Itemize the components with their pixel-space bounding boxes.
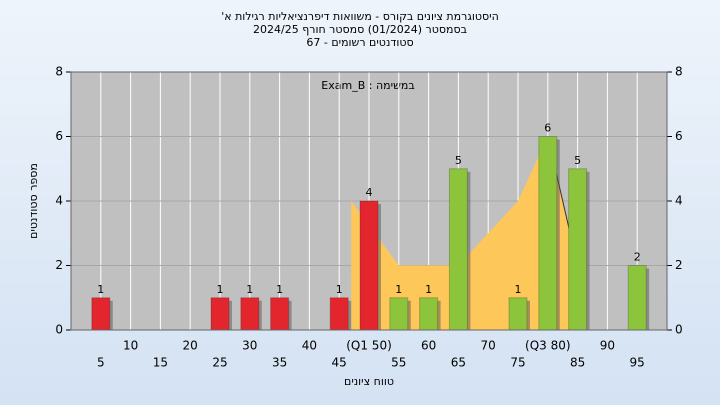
bar <box>448 168 468 331</box>
x-tick-label: 10 <box>123 339 138 353</box>
bar <box>389 297 409 331</box>
y-tick-label: 2 <box>55 258 63 272</box>
bar <box>240 297 260 331</box>
bar <box>538 136 558 331</box>
x-tick-label: (Q1 50) <box>346 339 392 353</box>
bar <box>359 200 379 331</box>
x-tick-label: 85 <box>570 356 585 370</box>
x-tick-label: 60 <box>421 339 436 353</box>
value-label: 4 <box>366 186 373 199</box>
x-tick-label: 45 <box>332 356 347 370</box>
x-tick-label: 35 <box>272 356 287 370</box>
chart-title: היסטוגרמת ציונים בקורס - משוואות דיפרנצי… <box>221 10 499 23</box>
bar <box>568 168 588 331</box>
x-tick-label: 30 <box>242 339 257 353</box>
x-tick-label: 25 <box>212 356 227 370</box>
x-tick-label: 65 <box>451 356 466 370</box>
value-label: 1 <box>217 283 224 296</box>
x-tick-label: 20 <box>183 339 198 353</box>
y2-tick-label: 2 <box>675 258 683 272</box>
value-label: 2 <box>634 251 641 264</box>
annotation: במשימה : Exam_B <box>321 79 414 92</box>
x-tick-label: 15 <box>153 356 168 370</box>
y-axis-label: מספר סטודנטים <box>27 163 40 239</box>
value-label: 5 <box>574 154 581 167</box>
area <box>351 136 578 330</box>
x-tick-label: 75 <box>510 356 525 370</box>
y2-tick-label: 4 <box>675 194 683 208</box>
x-tick-label: 40 <box>302 339 317 353</box>
x-tick-label: 70 <box>481 339 496 353</box>
bar <box>419 297 439 331</box>
x-tick-label: 5 <box>97 356 105 370</box>
x-tick-label: 95 <box>630 356 645 370</box>
y-tick-label: 6 <box>55 129 63 143</box>
value-label: 1 <box>395 283 402 296</box>
bar <box>508 297 528 331</box>
plot-frame <box>70 71 668 331</box>
x-tick-label: 55 <box>391 356 406 370</box>
value-label: 1 <box>515 283 522 296</box>
y2-tick-label: 8 <box>675 65 683 79</box>
y2-tick-label: 6 <box>675 129 683 143</box>
value-label: 1 <box>246 283 253 296</box>
value-label: 1 <box>336 283 343 296</box>
value-label: 1 <box>97 283 104 296</box>
value-label: 1 <box>425 283 432 296</box>
y-tick-label: 8 <box>55 65 63 79</box>
x-tick-label: (Q3 80) <box>525 339 571 353</box>
chart-subtitle: בסמסטר (01/2024) סמסטר חורף 2024/25 <box>253 23 467 36</box>
value-label: 5 <box>455 154 462 167</box>
y-tick-label: 0 <box>55 323 63 337</box>
bar <box>329 297 349 331</box>
y-tick-label: 4 <box>55 194 63 208</box>
bar <box>270 297 290 331</box>
value-label: 1 <box>276 283 283 296</box>
x-tick-label: 90 <box>600 339 615 353</box>
bar <box>627 265 647 331</box>
y2-tick-label: 0 <box>675 323 683 337</box>
bar <box>210 297 230 331</box>
value-label: 6 <box>544 122 551 135</box>
bar <box>91 297 111 331</box>
chart-subtitle: סטודנטים רשומים - 67 <box>306 36 413 49</box>
x-axis-label: טווח ציונים <box>344 375 394 388</box>
